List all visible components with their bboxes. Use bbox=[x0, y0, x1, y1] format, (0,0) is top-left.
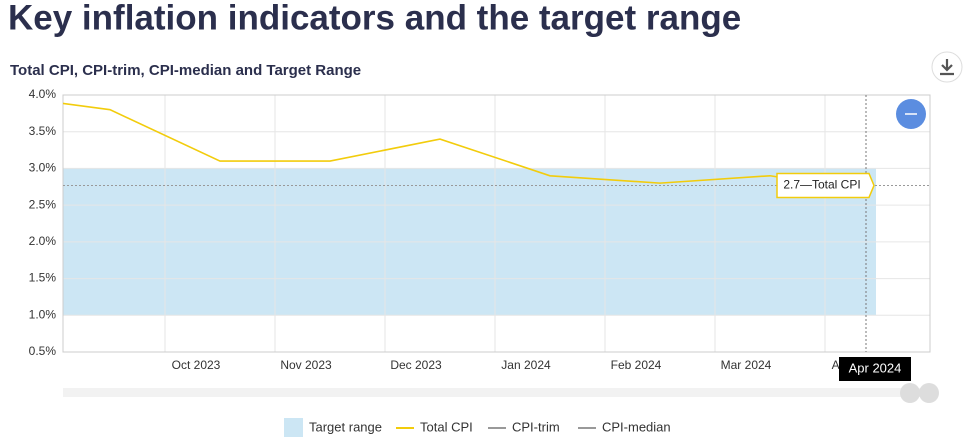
chart-subtitle: Total CPI, CPI-trim, CPI-median and Targ… bbox=[10, 62, 361, 79]
download-button[interactable] bbox=[931, 51, 963, 83]
y-tick-label: 3.0% bbox=[29, 161, 57, 175]
zoom-out-button[interactable] bbox=[896, 99, 926, 129]
legend-label: CPI-median bbox=[602, 419, 671, 434]
scroll-handle[interactable] bbox=[900, 383, 920, 403]
legend-label: CPI-trim bbox=[512, 419, 560, 434]
plot-area: 0.5% 1.0% 1.5% 2.0% 2.5% 3.0% 3.5% 4.0% Oct 2023… bbox=[29, 87, 931, 381]
legend-swatch bbox=[284, 418, 303, 437]
plot-border bbox=[62, 94, 931, 353]
legend: Target range Total CPI CPI-trim CPI-median bbox=[284, 418, 671, 437]
x-tick-label: Jan 2024 bbox=[501, 358, 551, 372]
legend-label: Total CPI bbox=[420, 419, 473, 434]
y-tick-label: 1.5% bbox=[29, 271, 57, 285]
scrollbar[interactable] bbox=[63, 388, 930, 397]
chart-title: Key inflation indicators and the target … bbox=[8, 0, 741, 37]
tooltip-box bbox=[776, 172, 875, 199]
x-tick-label: Nov 2023 bbox=[280, 358, 332, 372]
crosshair-label: Apr 2024 bbox=[849, 360, 902, 375]
x-tick-label: Dec 2023 bbox=[390, 358, 442, 372]
y-tick-label: 1.0% bbox=[29, 307, 57, 321]
y-tick-label: 3.5% bbox=[29, 124, 57, 138]
line-series bbox=[63, 102, 867, 192]
x-tick-label: Feb 2024 bbox=[611, 358, 662, 372]
y-tick-label: 4.0% bbox=[29, 87, 57, 101]
y-tick-label: 0.5% bbox=[29, 344, 57, 358]
y-tick-label: 2.5% bbox=[29, 197, 57, 211]
scroll-handle[interactable] bbox=[919, 383, 939, 403]
x-tick-label: Oct 2023 bbox=[172, 358, 221, 372]
x-tick-label: Mar 2024 bbox=[721, 358, 772, 372]
crosshair-label-box bbox=[839, 357, 911, 381]
y-tick-label: 2.0% bbox=[29, 234, 57, 248]
tooltip-text: 2.7—Total CPI bbox=[783, 178, 860, 192]
legend-label: Target range bbox=[309, 419, 382, 434]
